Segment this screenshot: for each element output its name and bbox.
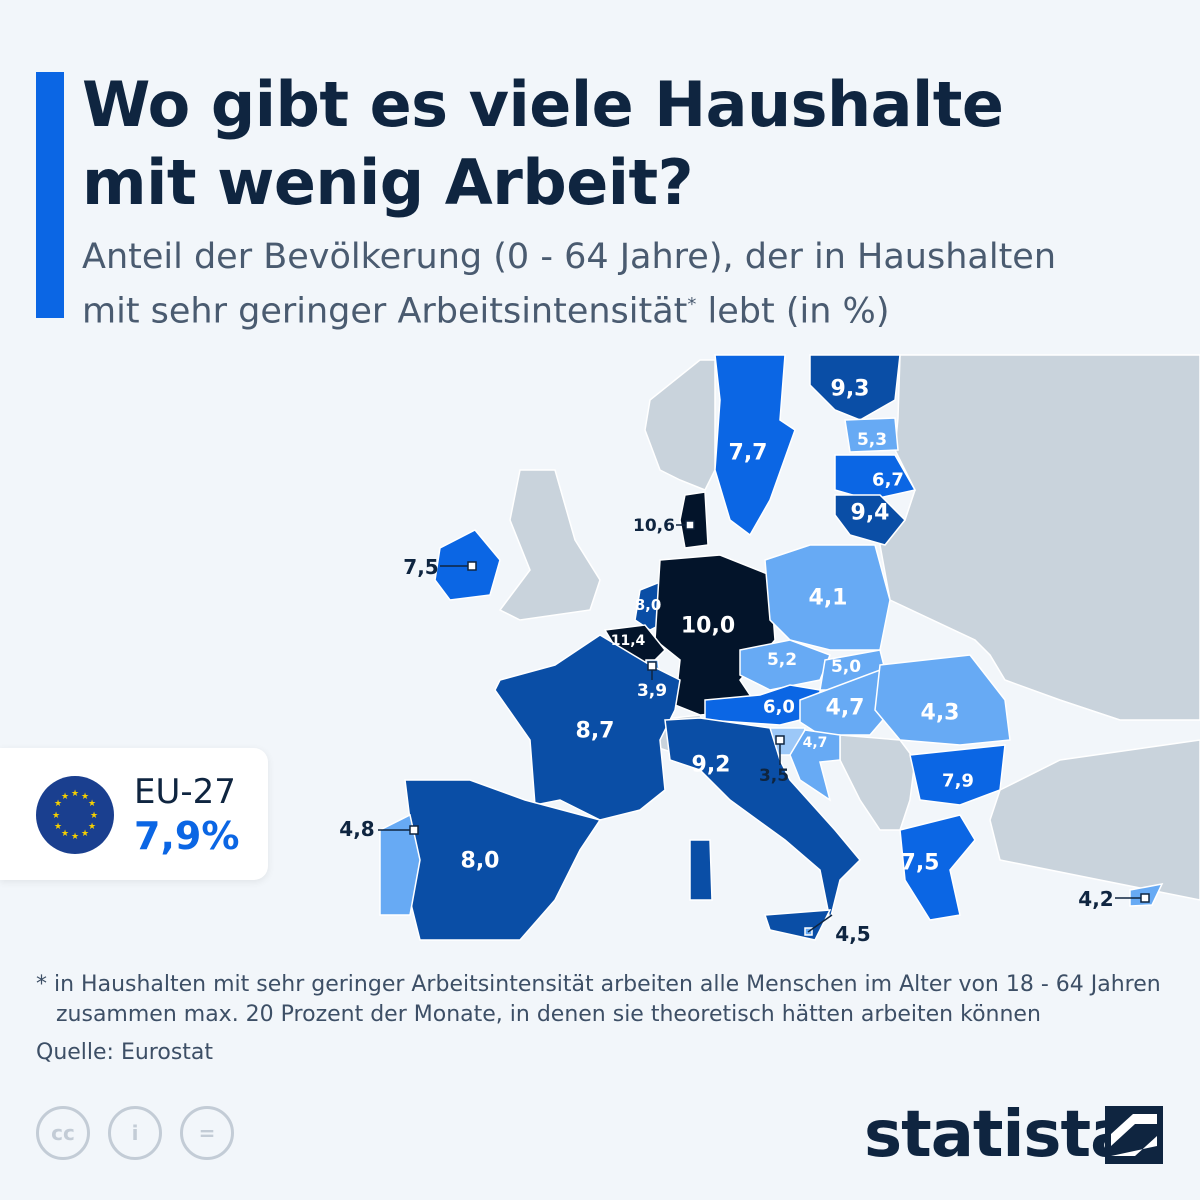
cc-license-icon[interactable]: cc xyxy=(36,1106,90,1160)
country-portugal xyxy=(379,813,421,916)
eu-flag-icon: ★ ★ ★ ★ ★ ★ ★ ★ ★ ★ ★ ★ xyxy=(36,776,114,854)
label-austria: 6,0 xyxy=(763,696,795,718)
eu-average-box: ★ ★ ★ ★ ★ ★ ★ ★ ★ ★ ★ ★ EU-27 7,9% xyxy=(0,748,268,880)
svg-text:★: ★ xyxy=(61,792,69,802)
country-croatia xyxy=(789,729,841,802)
country-bulgaria xyxy=(909,744,1006,806)
country-greece xyxy=(899,814,976,921)
region-balkans xyxy=(839,734,916,831)
svg-text:★: ★ xyxy=(88,822,96,832)
subtitle-line-1: Anteil der Bevölkerung (0 - 64 Jahre), d… xyxy=(82,237,1057,277)
label-latvia: 6,7 xyxy=(872,469,904,491)
label-bulgaria: 7,9 xyxy=(942,770,974,792)
label-ireland: 7,5 xyxy=(403,555,439,579)
label-malta: 4,5 xyxy=(835,922,871,946)
label-italy: 9,2 xyxy=(691,752,731,778)
subtitle: Anteil der Bevölkerung (0 - 64 Jahre), d… xyxy=(82,234,1056,336)
label-estonia: 5,3 xyxy=(856,430,888,450)
svg-text:★: ★ xyxy=(88,799,96,809)
label-lithuania: 9,4 xyxy=(850,500,890,526)
label-spain: 8,0 xyxy=(460,848,500,874)
country-uk xyxy=(498,469,601,621)
island-sicily xyxy=(763,909,832,941)
svg-text:★: ★ xyxy=(81,792,89,802)
country-estonia xyxy=(844,417,899,453)
label-poland: 4,1 xyxy=(808,585,848,611)
label-greece: 7,5 xyxy=(900,850,940,876)
subtitle-line-2: mit sehr geringer Arbeitsintensität xyxy=(82,291,688,332)
page-title: Wo gibt es viele Haushalte mit wenig Arbe… xyxy=(82,66,1004,222)
title-accent-bar xyxy=(36,72,64,318)
non-eu-land xyxy=(498,354,1200,901)
label-romania: 4,3 xyxy=(920,700,960,726)
footnote-mark: * xyxy=(687,294,697,315)
country-lithuania xyxy=(834,494,907,546)
region-east xyxy=(879,354,1200,721)
label-croatia: 4,7 xyxy=(802,735,828,751)
svg-text:★: ★ xyxy=(71,832,79,842)
island-sardinia xyxy=(689,839,713,901)
label-luxembourg: 3,9 xyxy=(636,681,668,701)
attribution-icon[interactable]: i xyxy=(108,1106,162,1160)
country-latvia xyxy=(834,454,917,501)
country-italy xyxy=(664,717,862,921)
svg-text:★: ★ xyxy=(90,811,98,821)
country-denmark xyxy=(679,491,709,549)
eu-countries xyxy=(379,354,1164,941)
footnote: * in Haushalten mit sehr geringer Arbeit… xyxy=(36,970,1161,1030)
label-slovenia: 3,5 xyxy=(758,766,790,786)
label-france: 8,7 xyxy=(575,718,615,744)
svg-text:★: ★ xyxy=(54,799,62,809)
country-czechia xyxy=(739,639,831,691)
label-finland: 9,3 xyxy=(830,376,870,402)
label-portugal: 4,8 xyxy=(339,817,375,841)
label-cyprus: 4,2 xyxy=(1078,887,1114,911)
country-turkey xyxy=(989,739,1200,901)
statista-logo-mark-icon xyxy=(1105,1106,1163,1164)
label-slovakia: 5,0 xyxy=(830,657,862,677)
source: Quelle: Eurostat xyxy=(36,1040,214,1065)
country-romania xyxy=(874,654,1011,746)
statista-logo[interactable]: statista xyxy=(864,1098,1133,1172)
label-hungary: 4,7 xyxy=(825,695,865,721)
footnote-line-1: * in Haushalten mit sehr geringer Arbeit… xyxy=(36,972,1161,997)
label-denmark: 10,6 xyxy=(633,516,675,536)
country-norway xyxy=(644,359,716,491)
svg-text:★: ★ xyxy=(54,822,62,832)
label-belgium: 11,4 xyxy=(610,633,646,649)
svg-text:★: ★ xyxy=(81,829,89,839)
eu-label: EU-27 xyxy=(134,772,236,812)
eu-value: 7,9% xyxy=(134,814,240,858)
subtitle-line-2-end: lebt (in %) xyxy=(696,291,890,332)
country-france xyxy=(494,634,681,821)
no-derivatives-icon[interactable]: = xyxy=(180,1106,234,1160)
label-netherlands: 8,0 xyxy=(634,596,662,614)
svg-text:★: ★ xyxy=(52,811,60,821)
footnote-line-2: zusammen max. 20 Prozent der Monate, in … xyxy=(56,1002,1041,1027)
svg-text:★: ★ xyxy=(71,789,79,799)
svg-text:★: ★ xyxy=(61,829,69,839)
title-line-1: Wo gibt es viele Haushalte xyxy=(82,68,1004,141)
label-sweden: 7,7 xyxy=(728,440,768,466)
leader-lines xyxy=(378,520,1150,933)
label-czechia: 5,2 xyxy=(766,650,798,670)
country-sweden xyxy=(714,354,796,537)
label-germany: 10,0 xyxy=(680,613,736,639)
title-line-2: mit wenig Arbeit? xyxy=(82,146,694,219)
